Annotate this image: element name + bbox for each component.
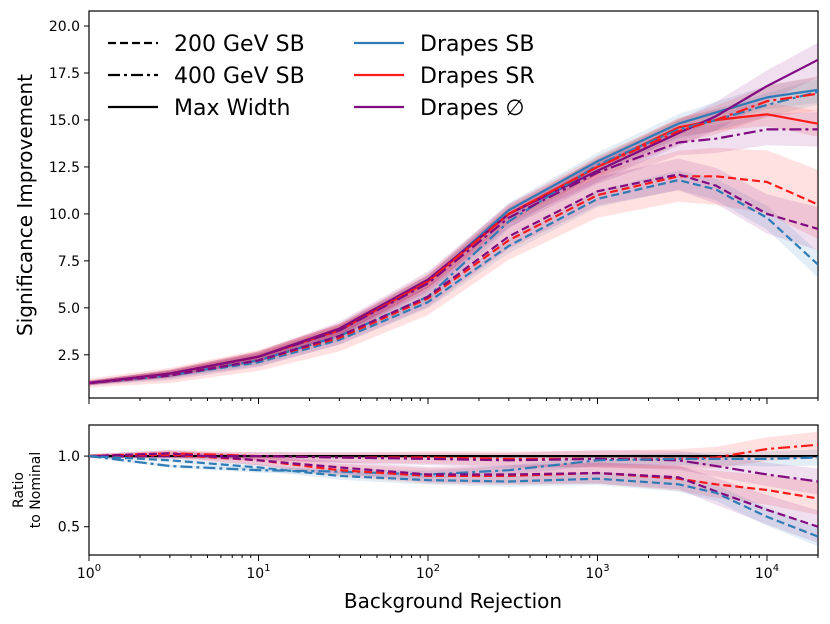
- legend-entry-drapes-sr: Drapes SR: [354, 64, 535, 89]
- bottom-panel-frame: [88, 424, 819, 556]
- legend-entry-drapes-sb: Drapes SB: [354, 32, 534, 57]
- bottom-series-line-2: [89, 455, 818, 483]
- top-series-line-5: [89, 128, 818, 385]
- bottom-y-ticks: 0.5 1.0: [58, 449, 89, 536]
- top-band-5: [89, 112, 818, 386]
- legend-label-200-sb: 200 GeV SB: [174, 32, 305, 57]
- bottom-band-6: [89, 454, 818, 547]
- top-panel-frame: [88, 10, 819, 399]
- bottom-panel: 0.5 1.0 100 101 102 103 104 Ratio to Nominal: [11, 424, 819, 582]
- top-band-8: [89, 158, 818, 386]
- top-y-tick-label-1: 5.0: [58, 301, 80, 317]
- top-series-line-3: [89, 90, 818, 385]
- bottom-series-line-5: [89, 452, 818, 528]
- top-y-tick-label-7: 20.0: [49, 19, 80, 35]
- legend: 200 GeV SB 400 GeV SB Max Width Drapes S…: [108, 32, 535, 121]
- bottom-y-tick-label-0: 0.5: [58, 520, 80, 536]
- bottom-band-5: [89, 449, 818, 543]
- legend-entry-max-width: Max Width: [108, 96, 290, 121]
- top-x-ticks: [88, 398, 819, 404]
- legend-entry-drapes-empty: Drapes ∅: [354, 96, 525, 121]
- legend-label-drapes-sr: Drapes SR: [420, 64, 535, 89]
- top-y-tick-label-4: 12.5: [49, 160, 80, 176]
- legend-entry-400-sb: 400 GeV SB: [108, 64, 305, 89]
- x-tick-label-2: 102: [416, 563, 440, 582]
- top-y-tick-label-6: 17.5: [49, 66, 80, 82]
- top-y-tick-label-5: 15.0: [49, 113, 80, 129]
- bottom-series-line-6: [89, 455, 818, 538]
- top-y-tick-label-2: 7.5: [58, 254, 80, 270]
- bottom-band-4: [89, 451, 818, 515]
- x-tick-label-1: 101: [246, 563, 270, 582]
- top-band-7: [89, 147, 818, 388]
- bottom-y-tick-label-1: 1.0: [58, 449, 80, 465]
- top-y-tick-label-3: 10.0: [49, 207, 80, 223]
- top-y-ticks: 2.5 5.0 7.5 10.0 12.5 15.0 17.5 20.0: [49, 19, 89, 364]
- legend-label-drapes-sb: Drapes SB: [420, 32, 534, 57]
- legend-label-drapes-empty: Drapes ∅: [420, 96, 525, 121]
- x-tick-label-4: 104: [755, 563, 779, 582]
- x-tick-label-0: 100: [77, 563, 101, 582]
- top-band-3: [89, 78, 818, 385]
- legend-label-400-sb: 400 GeV SB: [174, 64, 305, 89]
- x-tick-label-3: 103: [585, 563, 609, 582]
- bottom-band-2: [89, 450, 818, 495]
- x-axis-title: Background Rejection: [344, 589, 562, 613]
- top-series-line-7: [89, 175, 818, 385]
- ratio-axis-title: Ratio to Nominal: [11, 452, 44, 528]
- legend-label-max-width: Max Width: [174, 96, 290, 121]
- top-band-0: [89, 76, 818, 385]
- bottom-series-line-4: [89, 453, 818, 500]
- top-series-line-6: [89, 179, 818, 385]
- ratio-axis-title-line1: Ratio: [11, 472, 27, 508]
- y-axis-title: Significance Improvement: [13, 74, 37, 336]
- bottom-series-line-3: [89, 455, 818, 476]
- ratio-axis-title-line2: to Nominal: [28, 452, 44, 528]
- top-y-tick-label-0: 2.5: [58, 348, 80, 364]
- bottom-lines: [89, 443, 818, 538]
- top-lines: [89, 58, 818, 385]
- bottom-x-ticks: 100 101 102 103 104: [77, 555, 819, 582]
- top-panel: 2.5 5.0 7.5 10.0 12.5 15.0 17.5 20.0 Significan…: [13, 10, 819, 404]
- legend-entry-200-sb: 200 GeV SB: [108, 32, 305, 57]
